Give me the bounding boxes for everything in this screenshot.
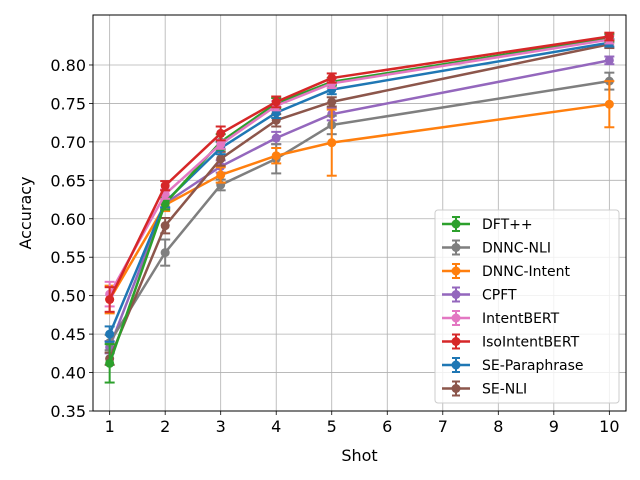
x-tick-label: 1: [105, 417, 115, 436]
legend-item-dft: DFT++: [442, 216, 533, 233]
series-layer: [104, 31, 615, 384]
y-tick-label: 0.55: [50, 248, 86, 267]
legend-swatch-marker: [451, 266, 461, 276]
point-cpft: [604, 55, 614, 65]
legend-item-se-nli: SE-NLI: [442, 380, 527, 398]
legend-item-se-paraphrase: SE-Paraphrase: [442, 357, 584, 374]
line-intentbert: [108, 38, 610, 295]
legend-label: DNNC-NLI: [482, 241, 551, 257]
legend-item-cpft: CPFT: [442, 286, 517, 304]
legend-label: CPFT: [482, 288, 517, 304]
legend-label: DFT++: [482, 217, 533, 233]
x-tick-label: 4: [271, 417, 281, 436]
legend: DFT++ DNNC-NLI DNNC-Intent CPFT IntentBERT Is…: [434, 209, 620, 404]
y-tick-label: 0.70: [50, 133, 86, 152]
y-tick-label: 0.45: [50, 325, 86, 344]
y-tick-label: 0.40: [50, 364, 86, 383]
line-isointentbert: [108, 35, 610, 301]
x-tick-label: 8: [493, 417, 503, 436]
point-dnnc-intent: [327, 138, 337, 148]
legend-item-intentbert: IntentBERT: [442, 310, 560, 327]
legend-swatch-marker: [451, 360, 461, 370]
y-tick-label: 0.65: [50, 171, 86, 190]
point-dnnc-nli: [160, 248, 170, 258]
legend-swatch-marker: [451, 290, 461, 299]
point-isointentbert: [160, 181, 170, 191]
line-dft: [108, 36, 610, 364]
x-tick-label: 2: [160, 417, 170, 436]
point-cpft: [271, 133, 281, 143]
point-intentbert: [216, 139, 226, 149]
legend-label: SE-NLI: [482, 382, 527, 398]
x-tick-label: 9: [549, 417, 559, 436]
y-tick-label: 0.35: [50, 402, 86, 421]
y-axis: 0.35 0.40 0.45 0.50 0.55 0.60 0.65 0.70 0.75 0.80: [50, 56, 93, 421]
point-dft: [105, 358, 115, 368]
x-tick-label: 10: [599, 417, 619, 436]
point-se-paraphrase: [105, 329, 115, 339]
y-tick-label: 0.75: [50, 94, 86, 113]
y-tick-label: 0.60: [50, 210, 86, 229]
point-isointentbert: [604, 32, 614, 42]
point-dnnc-intent: [271, 151, 281, 161]
legend-swatch-marker: [451, 243, 461, 252]
legend-label: IsoIntentBERT: [482, 335, 580, 351]
x-tick-label: 6: [382, 417, 392, 436]
legend-swatch-marker: [451, 313, 461, 323]
point-isointentbert: [105, 295, 115, 305]
legend-swatch-marker: [451, 384, 461, 393]
point-se-nli: [160, 221, 170, 231]
legend-swatch-marker: [451, 337, 461, 346]
legend-item-isointentbert: IsoIntentBERT: [442, 333, 580, 351]
x-axis: 1 2 3 4 5 6 7 8 9 10: [105, 411, 620, 436]
x-tick-label: 5: [327, 417, 337, 436]
y-axis-label: Accuracy: [16, 176, 35, 249]
point-dnnc-intent: [604, 99, 614, 109]
legend-label: DNNC-Intent: [482, 264, 571, 280]
x-axis-label: Shot: [341, 446, 377, 465]
x-tick-label: 3: [216, 417, 226, 436]
point-isointentbert: [271, 97, 281, 107]
point-dft: [160, 198, 170, 208]
series-isointentbert: [104, 31, 615, 313]
point-isointentbert: [327, 73, 337, 83]
legend-item-dnnc-intent: DNNC-Intent: [442, 263, 571, 280]
legend-swatch-marker: [451, 219, 461, 229]
x-tick-label: 7: [438, 417, 448, 436]
point-dnnc-intent: [216, 170, 226, 180]
line-dnnc-nli: [108, 79, 610, 344]
plot-frame: [92, 14, 627, 412]
y-tick-label: 0.80: [50, 56, 86, 75]
legend-label: SE-Paraphrase: [482, 358, 584, 374]
y-tick-label: 0.50: [50, 287, 86, 306]
point-se-nli: [216, 154, 226, 164]
point-isointentbert: [216, 128, 226, 138]
legend-label: IntentBERT: [482, 311, 560, 327]
legend-item-dnnc-nli: DNNC-NLI: [442, 239, 551, 257]
point-se-nli: [327, 97, 337, 107]
legend-frame: [434, 209, 620, 404]
line-se-paraphrase: [108, 41, 610, 335]
line-se-nli: [108, 42, 610, 360]
